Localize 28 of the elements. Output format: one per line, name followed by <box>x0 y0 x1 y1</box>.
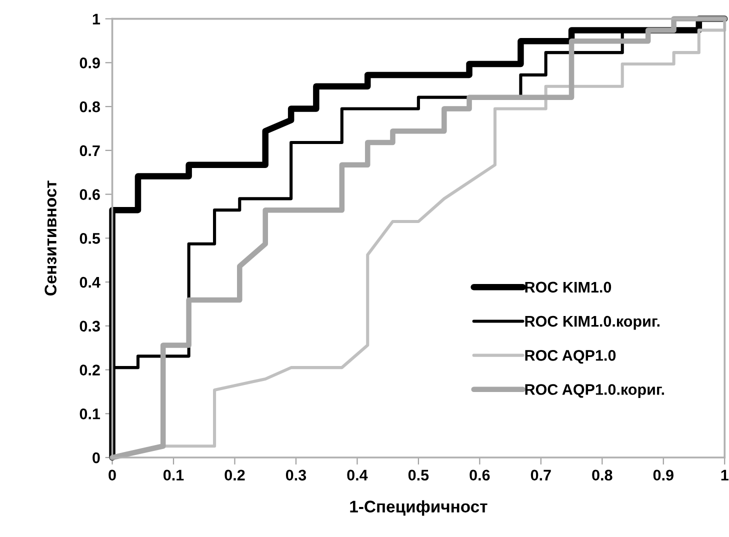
y-tick-label: 0.5 <box>80 233 100 244</box>
x-axis-title: 1-Специфичност <box>350 500 488 516</box>
y-tick-label: 0.7 <box>80 145 100 156</box>
y-axis-title: Сензитивност <box>44 180 56 296</box>
x-tick-label: 0.1 <box>163 470 184 481</box>
x-tick-label: 0.2 <box>224 470 245 481</box>
legend-label: ROC AQP1.0 <box>525 350 616 364</box>
y-tick-label: 0.4 <box>80 276 100 288</box>
x-tick-label: 0.3 <box>286 470 306 481</box>
x-tick-label: 0.7 <box>530 470 551 481</box>
x-tick-label: 0.5 <box>408 470 429 481</box>
x-tick-label: 0.9 <box>653 470 674 481</box>
legend-label: ROC AQP1.0.кориг. <box>525 384 664 398</box>
x-tick-label: 0.8 <box>592 470 612 481</box>
y-tick-label: 0.9 <box>80 58 100 68</box>
y-tick-label: 1 <box>92 14 100 24</box>
x-tick-label: 0.6 <box>470 470 490 481</box>
y-tick-label: 0 <box>92 452 100 464</box>
y-tick-label: 0.6 <box>80 189 100 200</box>
y-tick-label: 0.3 <box>80 320 100 332</box>
x-tick-label: 0.4 <box>347 470 368 481</box>
y-tick-label: 0.1 <box>80 408 100 420</box>
y-tick-label: 0.8 <box>80 101 100 112</box>
x-tick-label: 1 <box>721 470 728 480</box>
legend-label: ROC KIM1.0.кориг. <box>525 316 660 330</box>
legend-label: ROC KIM1.0 <box>525 282 612 293</box>
y-tick-label: 0.2 <box>80 364 100 376</box>
x-tick-label: 0 <box>108 470 116 481</box>
